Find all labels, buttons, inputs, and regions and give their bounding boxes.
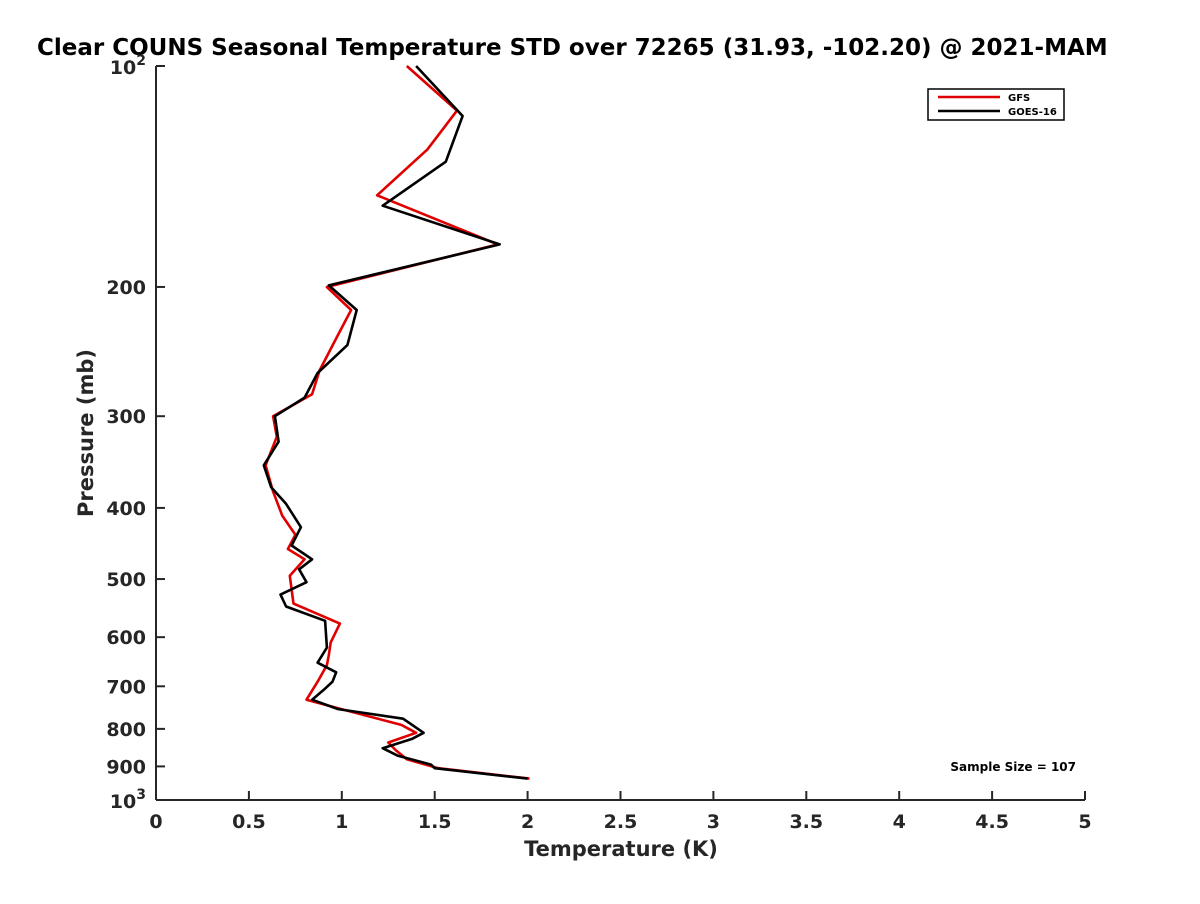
x-tick-label: 0.5 <box>232 811 266 833</box>
series-line-gfs <box>264 65 530 780</box>
y-tick-label: 600 <box>106 627 146 649</box>
y-tick-label: 300 <box>106 406 146 428</box>
legend-label-goes-16: GOES-16 <box>1008 107 1057 118</box>
series-line-goes-16 <box>262 65 528 780</box>
y-tick-label: 102 <box>110 53 146 79</box>
x-axis-label: Temperature (K) <box>524 837 718 861</box>
x-tick-label: 1.5 <box>418 811 452 833</box>
x-axis: 0 0.5 1 1.5 2 2.5 3 3.5 4 4.5 5 <box>149 791 1092 833</box>
legend-box <box>927 88 1065 121</box>
x-tick-label: 2.5 <box>604 811 638 833</box>
y-tick-label: 400 <box>106 498 146 520</box>
series-layer <box>262 65 530 780</box>
y-axis: 200 300 400 500 600 700 800 900 102 103 <box>106 53 165 813</box>
x-tick-label: 1 <box>335 811 348 833</box>
y-tick-label: 103 <box>110 787 146 813</box>
y-tick-label: 900 <box>106 756 146 778</box>
chart-title: Clear COUNS Seasonal Temperature STD ove… <box>37 35 1108 61</box>
y-tick-label: 800 <box>106 719 146 741</box>
x-tick-label: 3 <box>707 811 720 833</box>
y-tick-label: 200 <box>106 277 146 299</box>
legend: GFS GOES-16 <box>927 88 1065 121</box>
x-tick-label: 4 <box>893 811 906 833</box>
x-tick-label: 4.5 <box>975 811 1009 833</box>
y-tick-label: 700 <box>106 676 146 698</box>
y-axis-label: Pressure (mb) <box>74 349 98 517</box>
legend-label-gfs: GFS <box>1008 93 1030 104</box>
x-tick-label: 5 <box>1078 811 1091 833</box>
x-tick-label: 0 <box>149 811 162 833</box>
x-tick-label: 2 <box>521 811 534 833</box>
sample-size-annotation: Sample Size = 107 <box>950 760 1076 774</box>
y-tick-label: 500 <box>106 569 146 591</box>
x-tick-label: 3.5 <box>789 811 823 833</box>
plot-area <box>155 66 1085 801</box>
